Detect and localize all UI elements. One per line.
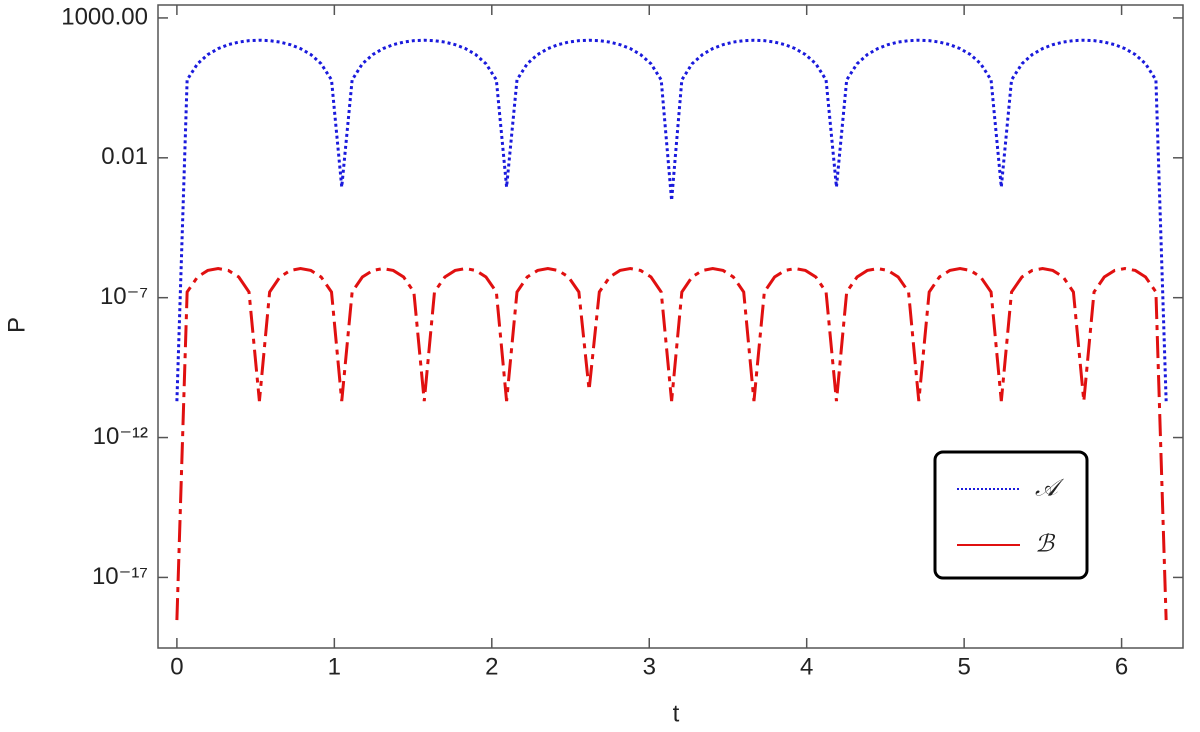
y-tick-label: 0.01	[101, 143, 148, 170]
x-axis-label: t	[673, 700, 680, 727]
y-tick-label: 1000.00	[61, 3, 148, 30]
x-tick-label: 2	[485, 653, 498, 680]
y-tick-label: 10⁻¹⁷	[92, 563, 148, 590]
x-tick-label: 0	[170, 653, 183, 680]
y-tick-label: 10⁻¹²	[93, 423, 148, 450]
x-tick-label: 1	[328, 653, 341, 680]
y-tick-label: 10⁻⁷	[100, 283, 148, 310]
x-tick-label: 4	[800, 653, 813, 680]
series-line	[175, 38, 1168, 402]
x-tick-label: 6	[1115, 653, 1128, 680]
legend-label: ℬ	[1035, 530, 1056, 558]
plot-frame	[157, 4, 1184, 649]
y-axis-label: P	[3, 317, 30, 333]
x-tick-label: 3	[643, 653, 656, 680]
x-tick-label: 5	[957, 653, 970, 680]
legend-box	[933, 450, 1089, 580]
series-line	[175, 267, 1168, 621]
